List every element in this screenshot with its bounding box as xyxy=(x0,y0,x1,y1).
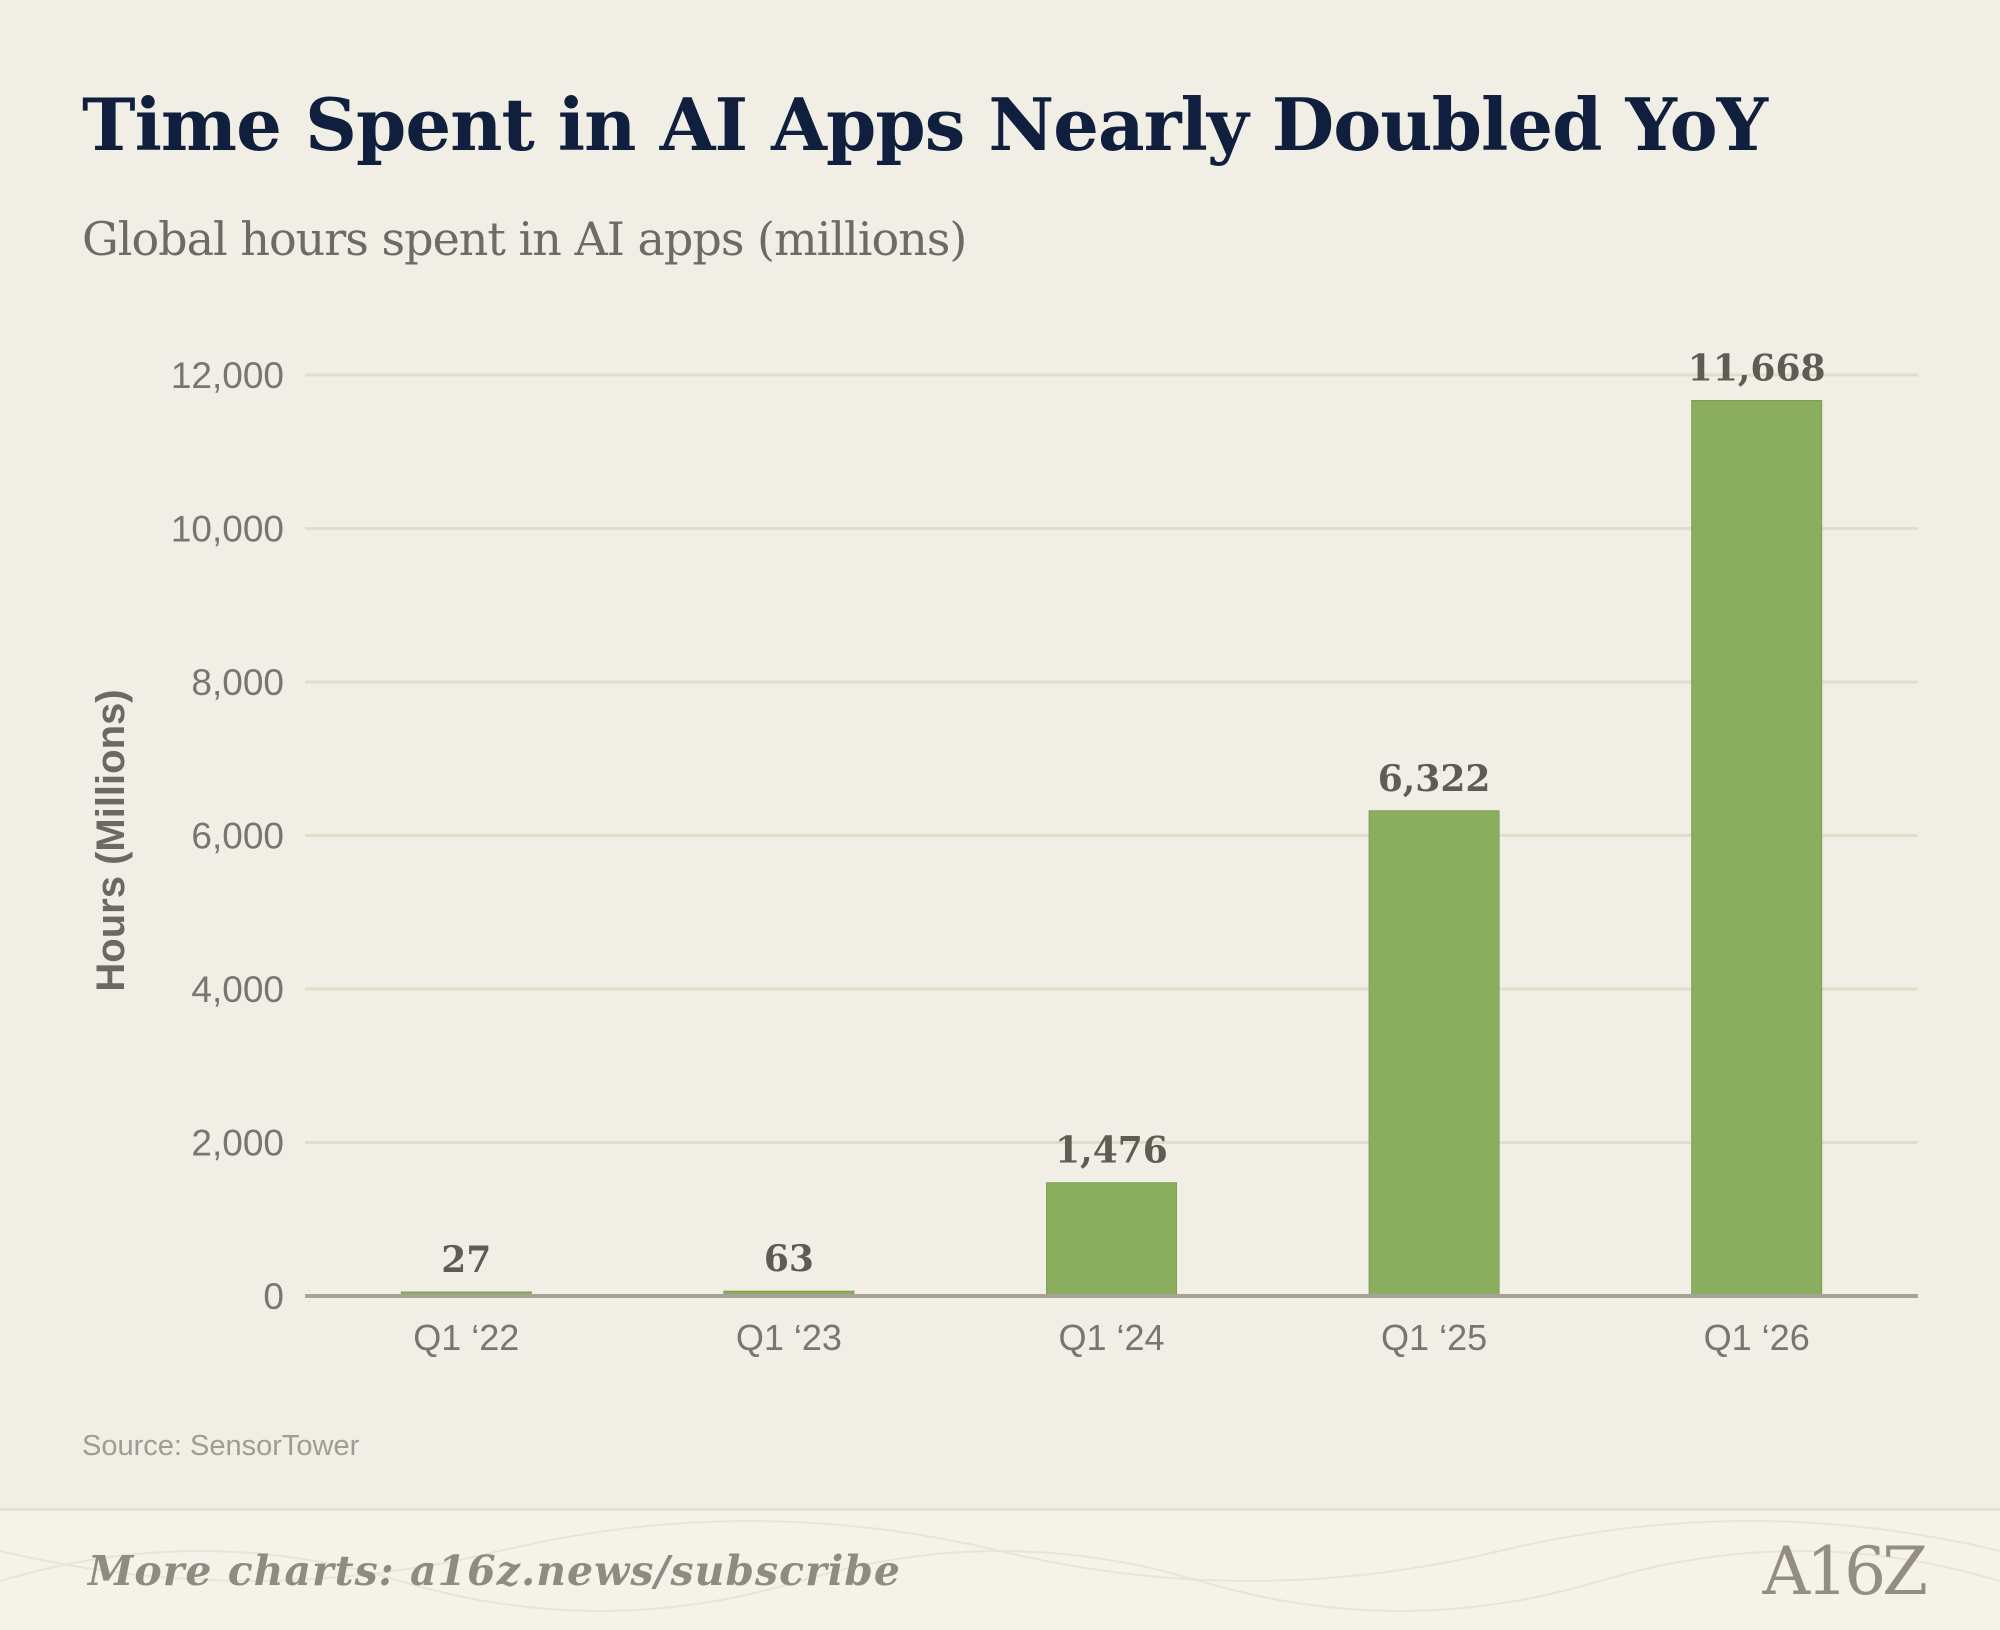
y-tick-label: 2,000 xyxy=(191,1123,284,1164)
chart-subtitle: Global hours spent in AI apps (millions) xyxy=(82,212,967,266)
x-tick-label: Q1 ‘24 xyxy=(1058,1317,1164,1358)
y-tick-label: 12,000 xyxy=(171,355,284,396)
y-tick-label: 0 xyxy=(263,1276,284,1317)
bar xyxy=(1691,399,1823,1297)
value-label: 63 xyxy=(764,1238,814,1280)
y-tick-label: 4,000 xyxy=(191,969,284,1010)
y-tick-labels: 0 2,000 4,000 6,000 8,000 10,000 12,000 xyxy=(171,355,284,1317)
footer-pattern xyxy=(0,1520,2000,1612)
gridlines xyxy=(305,373,1918,1144)
y-tick-label: 8,000 xyxy=(191,662,284,703)
footer-bar: More charts: a16z.news/subscribe A16Z xyxy=(0,1508,2000,1630)
value-labels: 27 63 1,476 6,322 11,668 xyxy=(441,347,1825,1281)
value-label: 6,322 xyxy=(1378,758,1491,800)
x-tick-label: Q1 ‘23 xyxy=(736,1317,842,1358)
x-tick-label: Q1 ‘25 xyxy=(1381,1317,1487,1358)
a16z-logo: A16Z xyxy=(1762,1533,1928,1610)
bar-chart: 0 2,000 4,000 6,000 8,000 10,000 12,000 27 63 1,… xyxy=(89,347,1918,1358)
bar xyxy=(1046,1182,1177,1297)
x-tick-label: Q1 ‘22 xyxy=(413,1317,519,1358)
value-label: 1,476 xyxy=(1055,1130,1168,1172)
x-tick-labels: Q1 ‘22 Q1 ‘23 Q1 ‘24 Q1 ‘25 Q1 ‘26 xyxy=(413,1317,1809,1358)
y-tick-label: 10,000 xyxy=(171,509,284,550)
value-label: 11,668 xyxy=(1688,347,1826,389)
bar xyxy=(1368,810,1500,1297)
value-label: 27 xyxy=(441,1239,491,1281)
y-tick-label: 6,000 xyxy=(191,816,284,857)
bars xyxy=(400,399,1823,1297)
source-note: Source: SensorTower xyxy=(82,1430,360,1462)
subscribe-link[interactable]: More charts: a16z.news/subscribe xyxy=(88,1547,902,1595)
y-axis-label: Hours (Millions) xyxy=(89,689,133,991)
x-tick-label: Q1 ‘26 xyxy=(1704,1317,1810,1358)
chart-title: Time Spent in AI Apps Nearly Doubled YoY xyxy=(82,82,1768,167)
